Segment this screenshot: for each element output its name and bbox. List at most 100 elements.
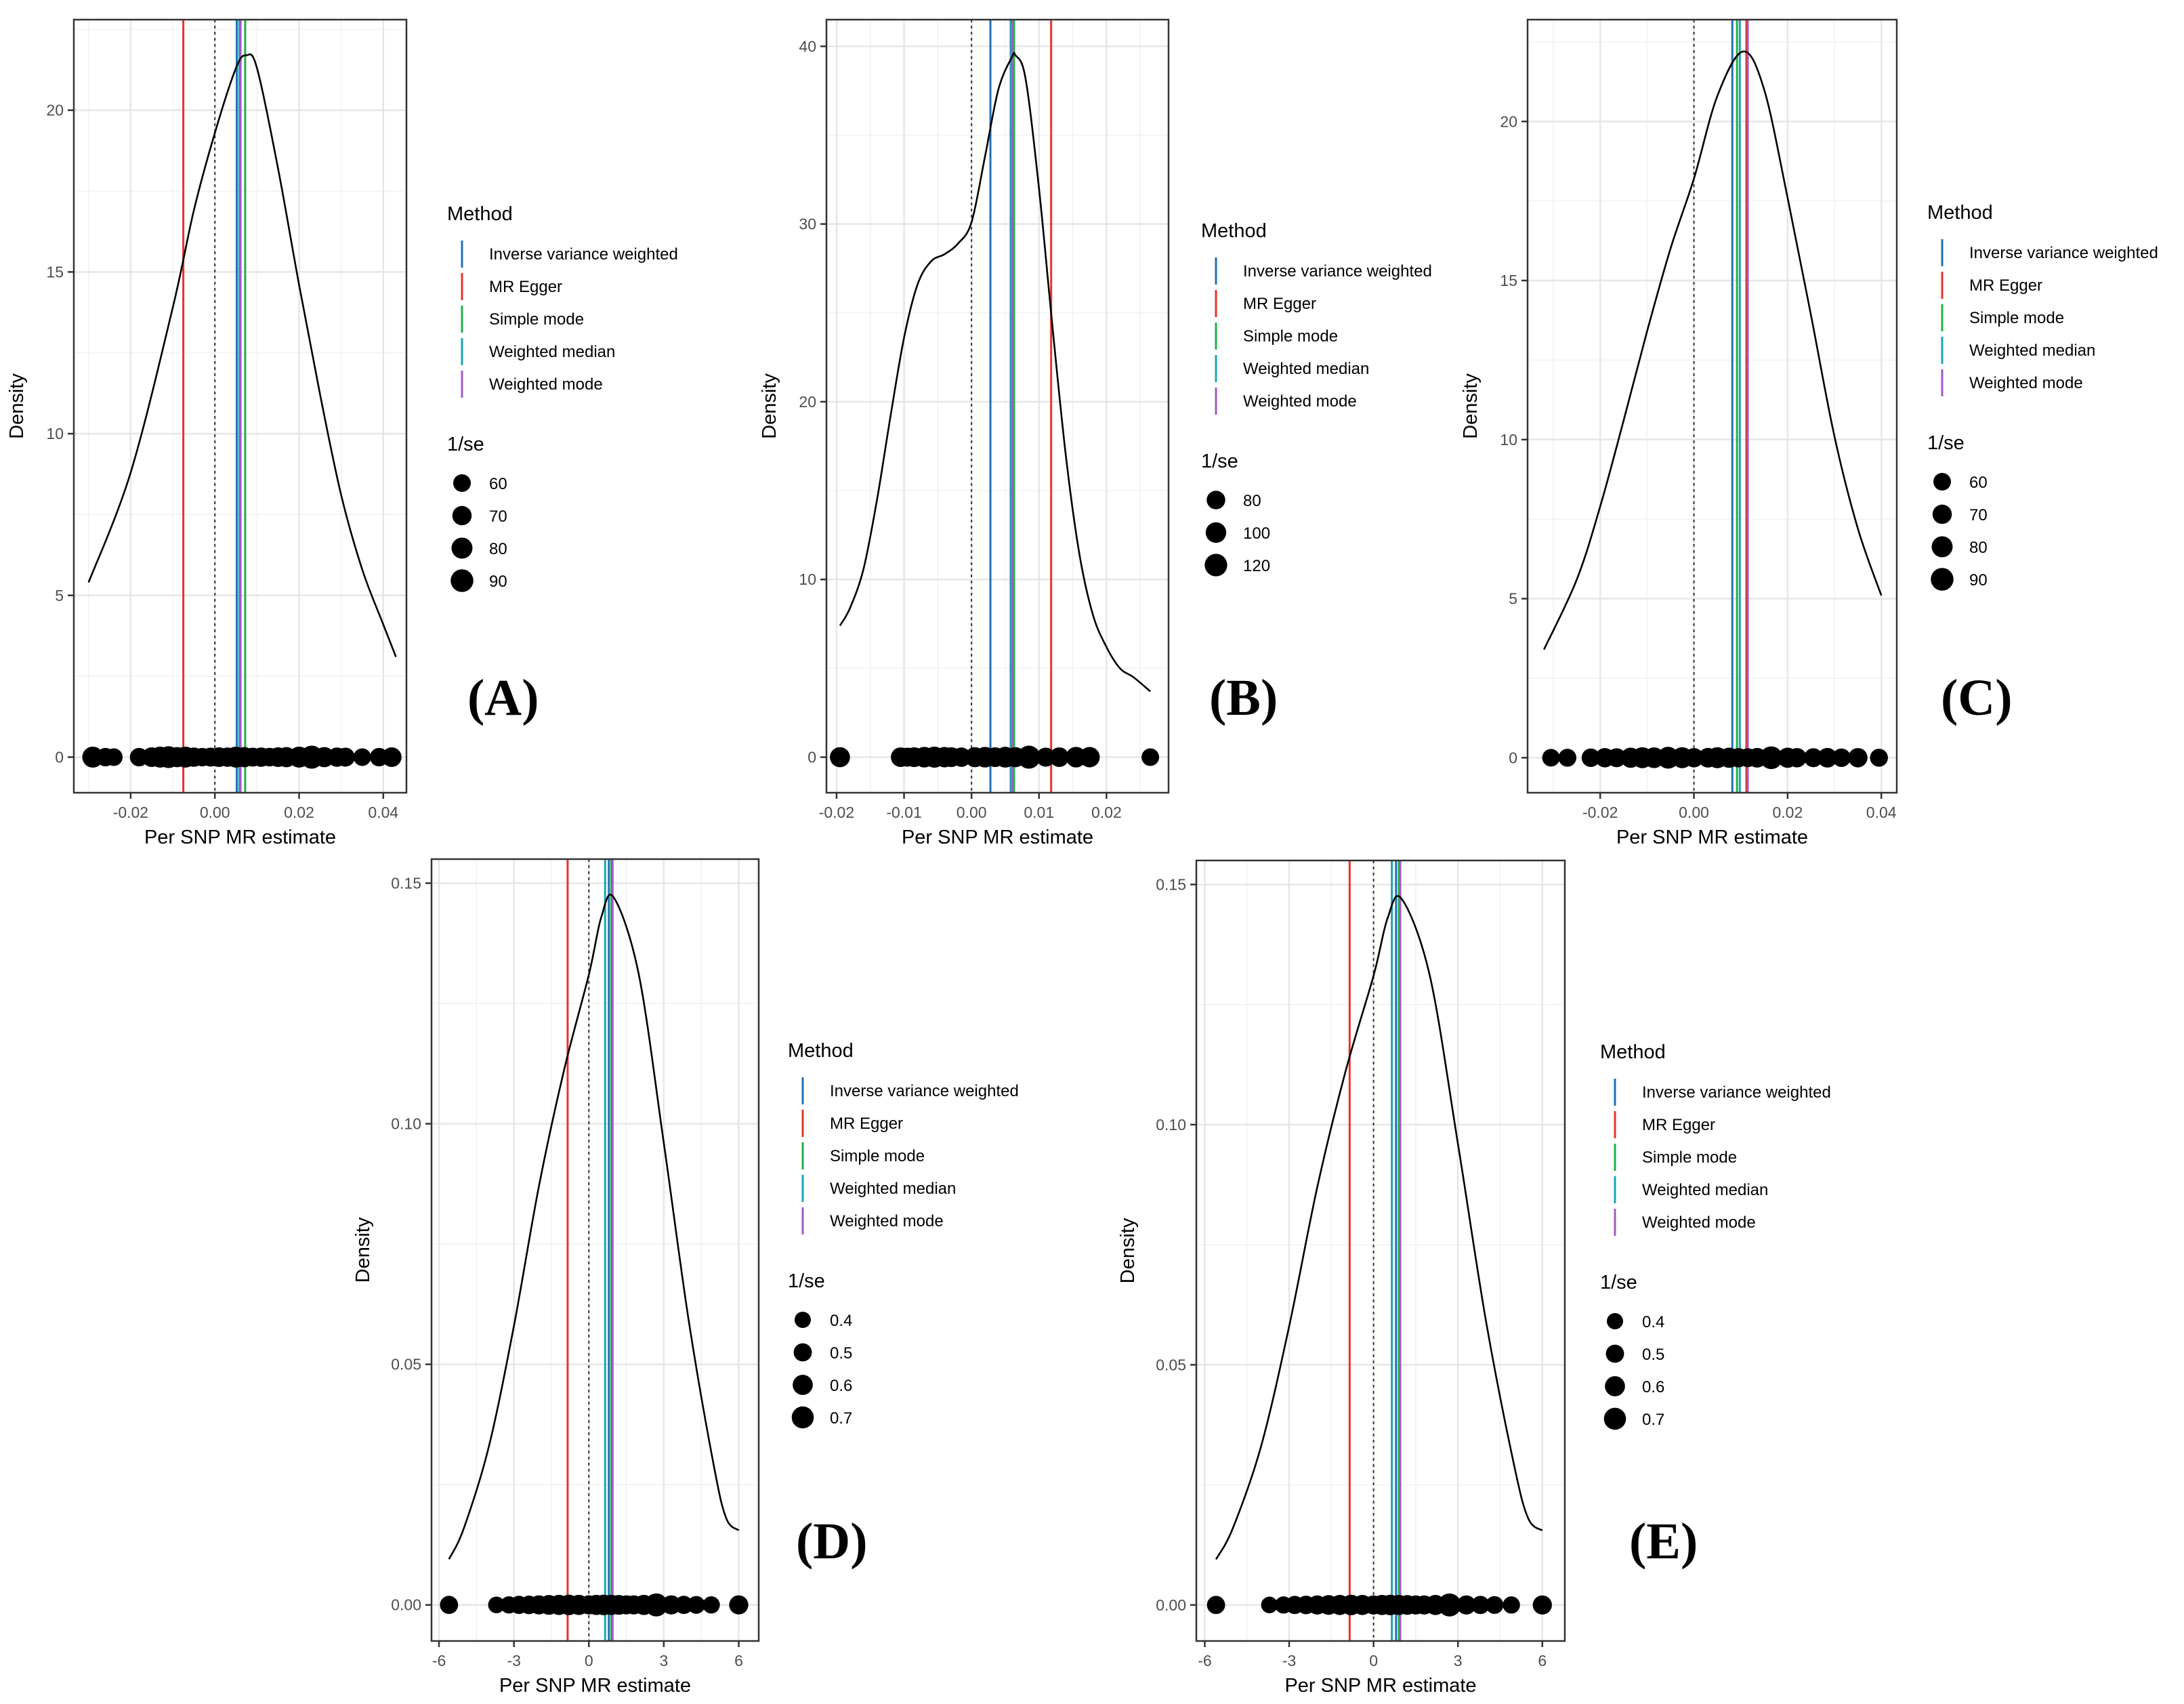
x-tick-label: 3 xyxy=(659,1652,668,1669)
snp-point xyxy=(1486,1596,1504,1614)
legend-size-title: 1/se xyxy=(1600,1272,1637,1293)
snp-point xyxy=(674,1596,693,1615)
y-tick-label: 0 xyxy=(807,749,816,766)
x-axis-title: Per SNP MR estimate xyxy=(1284,1675,1476,1697)
legend-size-label: 120 xyxy=(1243,557,1270,575)
legend-size-title: 1/se xyxy=(447,434,484,455)
y-tick-label: 30 xyxy=(799,215,816,233)
legend-label-egger: MR Egger xyxy=(1642,1116,1715,1134)
x-tick-label: 0.02 xyxy=(1091,804,1122,821)
y-tick-label: 15 xyxy=(46,263,64,280)
legend-method-title: Method xyxy=(1201,220,1267,242)
snp-point xyxy=(1759,746,1783,770)
legend-label-simple-mode: Simple mode xyxy=(1642,1148,1737,1167)
legend-size-label: 90 xyxy=(1969,571,1988,589)
legend-size-label: 60 xyxy=(489,475,507,493)
y-tick-label: 0.15 xyxy=(391,875,421,892)
y-tick-label: 0.00 xyxy=(1156,1596,1186,1614)
plot-background xyxy=(1528,20,1897,793)
y-axis-title: Density xyxy=(1117,1218,1139,1283)
y-tick-label: 10 xyxy=(1500,431,1517,449)
snp-point xyxy=(729,1595,749,1615)
legend-size-label: 0.7 xyxy=(1642,1411,1664,1429)
x-tick-label: 0.00 xyxy=(1679,804,1709,821)
snp-point xyxy=(381,747,402,767)
legend-size-label: 80 xyxy=(1243,492,1261,510)
plot-border xyxy=(1526,18,1898,794)
plot-border xyxy=(430,858,760,1642)
legend-size-label: 70 xyxy=(489,507,507,526)
legend-size-label: 0.5 xyxy=(1642,1346,1664,1364)
snp-point xyxy=(440,1596,459,1615)
snp-point xyxy=(1558,749,1577,767)
plot-border xyxy=(72,18,408,794)
legend-size-key xyxy=(793,1343,812,1362)
snp-point xyxy=(1456,1595,1476,1615)
density-curve xyxy=(839,51,1151,692)
legend-label-weighted-median: Weighted median xyxy=(830,1180,956,1198)
legend-label-egger: MR Egger xyxy=(1243,295,1316,313)
snp-point xyxy=(1017,745,1041,769)
legend-label-ivw: Inverse variance weighted xyxy=(1642,1083,1831,1102)
x-tick-label: -0.02 xyxy=(1582,804,1618,821)
x-tick-label: -0.02 xyxy=(819,804,854,821)
legend-size-key xyxy=(1931,568,1954,591)
density-curve xyxy=(448,894,740,1560)
x-tick-label: -0.02 xyxy=(113,804,148,821)
legend-size-key xyxy=(453,474,471,492)
panel-0: -0.02 0.00 0.02 0.04 0 5 10 15 20 Per SNP MR esti… xyxy=(6,18,678,848)
legend-label-simple-mode: Simple mode xyxy=(489,310,584,329)
legend-label-weighted-mode: Weighted mode xyxy=(489,375,603,394)
legend-method-title: Method xyxy=(1927,202,1993,224)
legend: Method Inverse variance weighted MR Egger S… xyxy=(1927,202,2158,591)
snp-point xyxy=(1607,748,1626,768)
x-tick-label: 0.04 xyxy=(368,804,398,821)
snp-point xyxy=(1803,748,1823,768)
x-tick-label: 0 xyxy=(585,1652,593,1669)
legend-size-label: 70 xyxy=(1969,506,1988,524)
x-axis-title: Per SNP MR estimate xyxy=(902,827,1093,848)
snp-point xyxy=(644,1593,668,1617)
legend-label-weighted-median: Weighted median xyxy=(1243,360,1369,378)
x-tick-label: 0.00 xyxy=(957,804,987,821)
plot-background xyxy=(1196,860,1565,1641)
legend: Method Inverse variance weighted MR Egger S… xyxy=(447,203,678,592)
panel-label: (E) xyxy=(1629,1513,1698,1570)
snp-point xyxy=(353,748,371,766)
legend-size-key xyxy=(1932,504,1952,524)
legend: Method Inverse variance weighted MR Egger S… xyxy=(788,1040,1019,1429)
legend-size-key xyxy=(1607,1313,1623,1329)
legend-label-weighted-median: Weighted median xyxy=(1642,1181,1768,1199)
y-tick-label: 5 xyxy=(55,587,64,604)
snp-point xyxy=(1532,1595,1552,1615)
legend-label-ivw: Inverse variance weighted xyxy=(1243,262,1432,280)
snp-point xyxy=(1832,748,1851,767)
y-axis-title: Density xyxy=(1460,373,1482,439)
legend-size-label: 100 xyxy=(1243,524,1270,543)
y-tick-label: 0.15 xyxy=(1156,875,1186,893)
plot-background xyxy=(826,20,1169,793)
density-curve xyxy=(87,53,397,657)
legend-size-label: 0.6 xyxy=(830,1377,852,1395)
snp-point xyxy=(1503,1596,1520,1614)
x-tick-label: -6 xyxy=(1198,1652,1211,1669)
legend-size-title: 1/se xyxy=(1201,451,1238,472)
y-tick-label: 40 xyxy=(799,37,816,55)
snp-point xyxy=(1471,1596,1490,1615)
y-tick-label: 5 xyxy=(1509,590,1517,608)
x-tick-label: -0.01 xyxy=(886,804,921,821)
panel-3: -6 -3 0 3 6 0.00 0.05 0.10 0.15 Per SNP MR estima… xyxy=(352,858,1019,1697)
legend-label-ivw: Inverse variance weighted xyxy=(1969,244,2158,262)
legend-size-label: 0.7 xyxy=(830,1409,852,1428)
panel-label: (D) xyxy=(796,1513,868,1570)
x-tick-label: 0.04 xyxy=(1866,804,1897,821)
legend-size-key xyxy=(452,505,472,526)
plot-border xyxy=(825,18,1170,794)
y-tick-label: 0.05 xyxy=(391,1356,421,1373)
legend-size-label: 90 xyxy=(489,573,507,591)
x-tick-label: 0.01 xyxy=(1024,804,1054,821)
snp-point xyxy=(1261,1596,1278,1614)
x-tick-label: -6 xyxy=(432,1652,446,1669)
y-tick-label: 0.10 xyxy=(1156,1116,1186,1134)
